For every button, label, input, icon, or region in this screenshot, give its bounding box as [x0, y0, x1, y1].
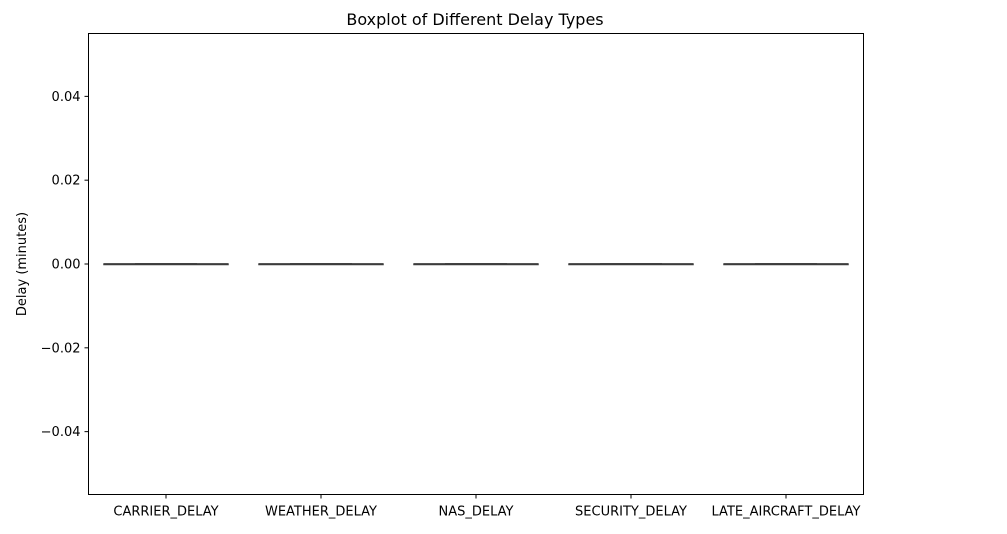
y-tick-label: −0.02 — [41, 341, 81, 356]
x-tick-label: WEATHER_DELAY — [265, 505, 377, 520]
y-tick-label: 0.02 — [52, 174, 81, 189]
x-tick-label: LATE_AIRCRAFT_DELAY — [712, 505, 861, 520]
box-carrier-delay — [103, 263, 229, 266]
box-late-aircraft-delay — [723, 263, 849, 266]
box-nas-delay — [413, 263, 539, 266]
boxes — [103, 263, 849, 266]
x-tick-label: NAS_DELAY — [439, 505, 514, 520]
x-tick-label: CARRIER_DELAY — [113, 505, 218, 520]
y-tick-label: 0.00 — [52, 258, 81, 273]
y-axis-label: Delay (minutes) — [15, 212, 30, 316]
box-security-delay — [568, 263, 694, 266]
box-weather-delay — [258, 263, 384, 266]
x-tick-label: SECURITY_DELAY — [575, 505, 687, 520]
y-axis: 0.04 0.02 0.00 −0.02 −0.04 — [41, 90, 89, 440]
chart-title: Boxplot of Different Delay Types — [346, 10, 603, 29]
x-axis: CARRIER_DELAY WEATHER_DELAY NAS_DELAY SECUR… — [113, 494, 861, 520]
y-tick-label: 0.04 — [52, 90, 81, 105]
y-tick-label: −0.04 — [41, 425, 81, 440]
